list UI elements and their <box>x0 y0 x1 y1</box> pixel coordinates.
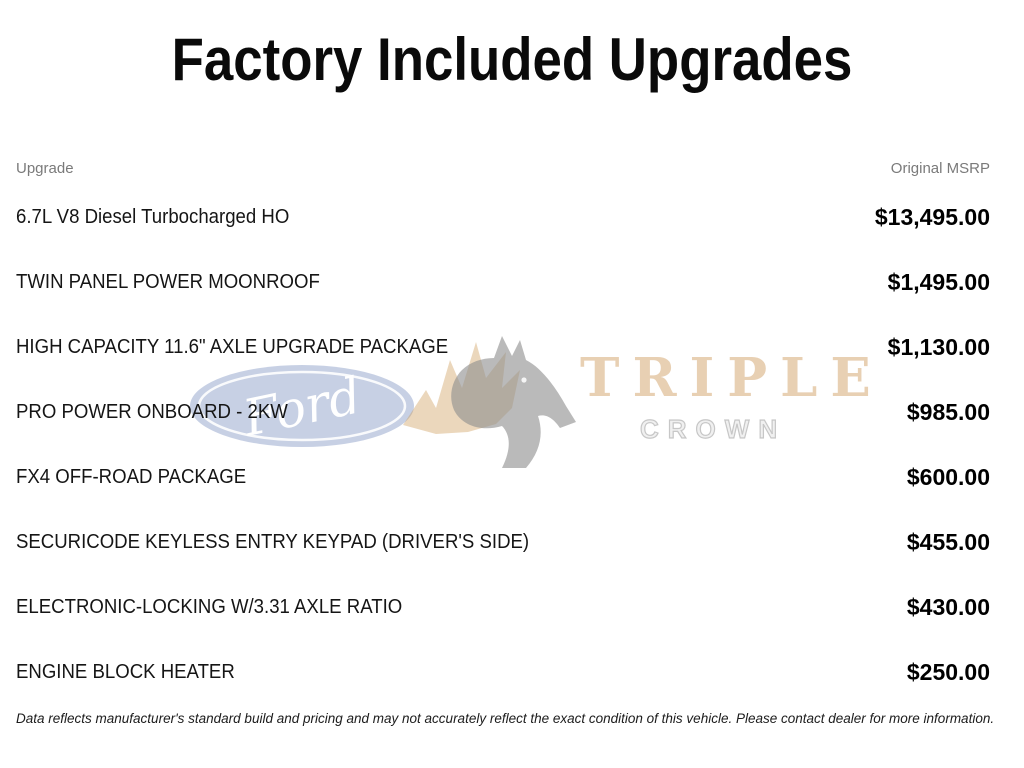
upgrade-name: HIGH CAPACITY 11.6" AXLE UPGRADE PACKAGE <box>16 335 449 358</box>
upgrade-row: 6.7L V8 Diesel Turbocharged HO $13,495.0… <box>16 196 990 238</box>
upgrade-name: 6.7L V8 Diesel Turbocharged HO <box>16 205 290 228</box>
msrp-value: $985.00 <box>906 398 990 425</box>
upgrade-row: HIGH CAPACITY 11.6" AXLE UPGRADE PACKAGE… <box>16 326 990 368</box>
msrp-value: $455.00 <box>906 528 990 555</box>
msrp-value: $250.00 <box>906 658 990 685</box>
msrp-value: $13,495.00 <box>874 203 990 230</box>
upgrade-name: PRO POWER ONBOARD - 2KW <box>16 400 288 423</box>
msrp-value: $430.00 <box>906 593 990 620</box>
upgrade-row: TWIN PANEL POWER MOONROOF $1,495.00 <box>16 261 990 303</box>
upgrade-name: ELECTRONIC-LOCKING W/3.31 AXLE RATIO <box>16 595 403 618</box>
msrp-value: $600.00 <box>906 463 990 490</box>
upgrade-row: ELECTRONIC-LOCKING W/3.31 AXLE RATIO $43… <box>16 586 990 628</box>
msrp-value: $1,130.00 <box>887 333 990 360</box>
upgrade-row: FX4 OFF-ROAD PACKAGE $600.00 <box>16 456 990 498</box>
upgrade-name: ENGINE BLOCK HEATER <box>16 660 235 683</box>
column-header-upgrade: Upgrade <box>16 160 74 177</box>
table-column-headers: Upgrade Original MSRP <box>16 160 990 177</box>
upgrade-row: SECURICODE KEYLESS ENTRY KEYPAD (DRIVER'… <box>16 521 990 563</box>
upgrade-row: ENGINE BLOCK HEATER $250.00 <box>16 651 990 693</box>
upgrade-name: SECURICODE KEYLESS ENTRY KEYPAD (DRIVER'… <box>16 530 530 553</box>
upgrade-name: TWIN PANEL POWER MOONROOF <box>16 270 320 293</box>
upgrade-row: PRO POWER ONBOARD - 2KW $985.00 <box>16 391 990 433</box>
disclaimer-text: Data reflects manufacturer's standard bu… <box>16 711 995 726</box>
upgrade-name: FX4 OFF-ROAD PACKAGE <box>16 465 247 488</box>
msrp-value: $1,495.00 <box>887 268 990 295</box>
page-title: Factory Included Upgrades <box>171 26 853 93</box>
column-header-msrp: Original MSRP <box>890 160 990 177</box>
